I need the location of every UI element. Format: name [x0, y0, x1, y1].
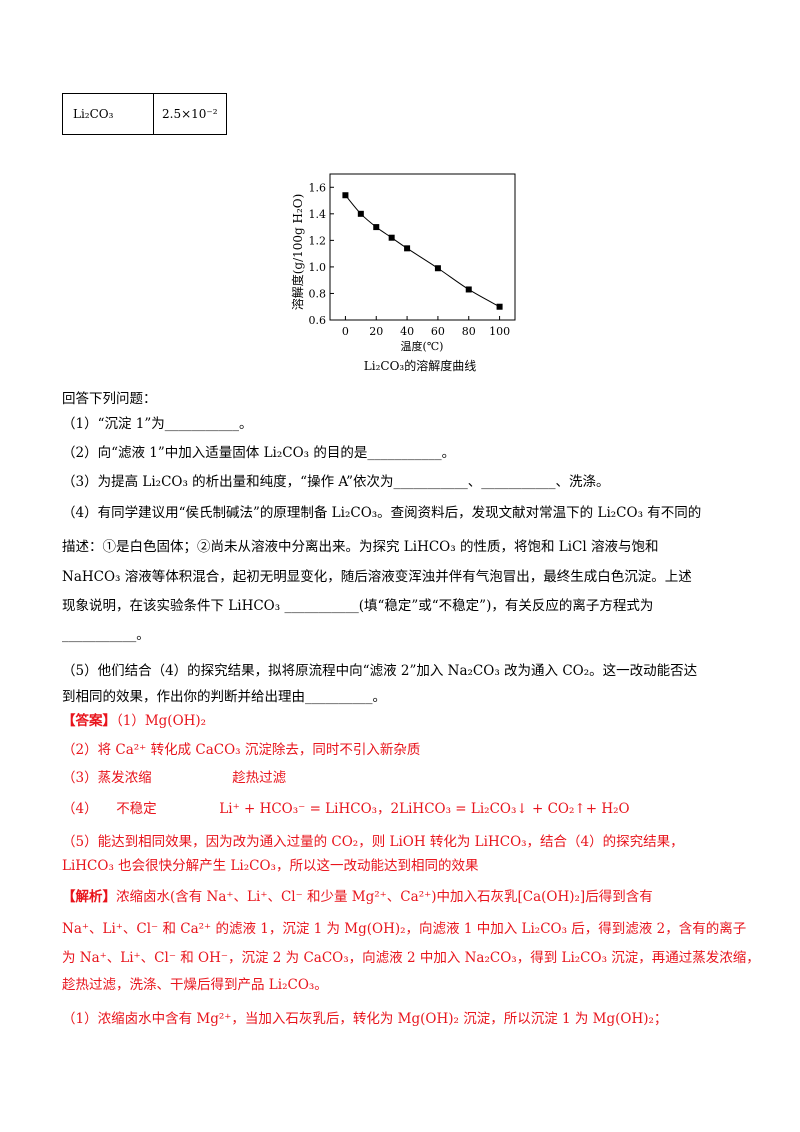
question-4-line-3: NaHCO₃ 溶液等体积混合，起初无明显变化，随后溶液变浑浊并伴有气泡冒出，最终…	[62, 569, 692, 585]
chart-caption: Li₂CO₃的溶解度曲线	[364, 358, 476, 373]
x-tick-label: 100	[489, 325, 510, 338]
x-tick-label: 0	[342, 325, 349, 338]
answer-2: （2）将 Ca²⁺ 转化成 CaCO₃ 沉淀除去，同时不引入新杂质	[62, 742, 421, 758]
question-4-line-1: （4）有同学建议用“侯氏制碱法”的原理制备 Li₂CO₃。查阅资料后，发现文献对…	[62, 505, 702, 521]
data-point	[357, 210, 364, 217]
analysis-line-3: 为 Na⁺、Li⁺、Cl⁻ 和 OH⁻，沉淀 2 为 CaCO₃，向滤液 2 中…	[62, 950, 760, 966]
curve	[345, 194, 500, 308]
answer-3: （3）蒸发浓缩 趁热过滤	[62, 767, 286, 789]
y-tick-label: 0.8	[309, 287, 327, 300]
analysis-line-5: （1）浓缩卤水中含有 Mg²⁺，当加入石灰乳后，转化为 Mg(OH)₂ 沉淀，所…	[62, 1011, 668, 1027]
question-4-line-5: ___________。	[62, 627, 150, 643]
data-point	[373, 224, 380, 231]
answer-4-stability: 不稳定	[116, 801, 157, 817]
y-tick-label: 1.0	[309, 261, 327, 274]
question-intro: 回答下列问题：	[62, 391, 157, 407]
data-point	[496, 303, 503, 310]
question-3: （3）为提高 Li₂CO₃ 的析出量和纯度，“操作 A”依次为_________…	[62, 474, 610, 490]
question-4-line-4: 现象说明，在该实验条件下 LiHCO₃ ___________(填“稳定”或“不…	[62, 598, 654, 614]
question-2: （2）向“滤液 1”中加入适量固体 Li₂CO₃ 的目的是___________…	[62, 445, 456, 461]
x-tick-label: 20	[369, 325, 383, 338]
question-1: （1）“沉淀 1”为___________。	[62, 416, 253, 432]
answer-5-line-2: LiHCO₃ 也会很快分解产生 Li₂CO₃，所以这一改动能达到相同的效果	[62, 858, 479, 874]
question-5-line-2: 到相同的效果，作出你的判断并给出理由__________。	[62, 689, 386, 705]
y-tick-label: 1.4	[309, 208, 327, 221]
value-cell: 2.5×10⁻²	[153, 93, 227, 135]
plot-border	[329, 173, 516, 321]
analysis-line-1: 【解析】浓缩卤水(含有 Na⁺、Li⁺、Cl⁻ 和少量 Mg²⁺、Ca²⁺)中加…	[62, 886, 653, 908]
analysis-label: 【解析】	[62, 889, 116, 905]
x-tick-label: 80	[462, 325, 476, 338]
x-axis-label: 温度(℃)	[401, 339, 444, 353]
answer-4-equation: Li⁺ + HCO₃⁻ = LiHCO₃，2LiHCO₃ = Li₂CO₃↓ +…	[219, 801, 630, 817]
answer-5-line-1: （5）能达到相同效果，因为改为通入过量的 CO₂，则 LiOH 转化为 LiHC…	[62, 834, 684, 850]
answer-label: 【答案】	[62, 713, 116, 729]
series-line	[342, 192, 503, 310]
data-point	[404, 245, 411, 252]
answer-4-label: （4）	[62, 801, 98, 817]
y-tick-label: 1.6	[309, 181, 327, 194]
question-5-line-1: （5）他们结合（4）的探究结果，拟将原流程中向“滤液 2”加入 Na₂CO₃ 改…	[62, 663, 698, 679]
question-4-line-2: 描述：①是白色固体；②尚未从溶液中分离出来。为探究 LiHCO₃ 的性质，将饱和…	[62, 539, 659, 555]
data-point	[388, 234, 395, 241]
data-point	[465, 286, 472, 293]
analysis-line-4: 趁热过滤，洗涤、干燥后得到产品 Li₂CO₃。	[62, 977, 328, 993]
y-tick-label: 1.2	[309, 234, 327, 247]
compound-cell: Li₂CO₃	[62, 93, 154, 135]
analysis-line-1-text: 浓缩卤水(含有 Na⁺、Li⁺、Cl⁻ 和少量 Mg²⁺、Ca²⁺)中加入石灰乳…	[116, 889, 653, 905]
data-point	[434, 265, 441, 272]
table-row: Li₂CO₃ 2.5×10⁻²	[62, 93, 227, 135]
answer-4: （4） 不稳定 Li⁺ + HCO₃⁻ = LiHCO₃，2LiHCO₃ = L…	[62, 798, 630, 820]
answer-3a: （3）蒸发浓缩	[62, 770, 152, 786]
analysis-line-2: Na⁺、Li⁺、Cl⁻ 和 Ca²⁺ 的滤液 1，沉淀 1 为 Mg(OH)₂，…	[62, 921, 747, 937]
x-tick-label: 40	[400, 325, 414, 338]
plot-frame	[329, 173, 516, 321]
axis-ticks: 0 20 40 60 80 100 0.6 0.8 1.0 1.2 1.4 1.6	[309, 181, 511, 338]
y-axis-label: 溶解度(g/100g H₂O)	[290, 194, 305, 311]
data-point	[342, 192, 349, 199]
answer-1: 【答案】（1）Mg(OH)₂	[62, 710, 206, 732]
ksp-table: Li₂CO₃ 2.5×10⁻²	[62, 93, 227, 135]
x-tick-label: 60	[431, 325, 445, 338]
answer-1-text: （1）Mg(OH)₂	[116, 713, 207, 729]
answer-3b: 趁热过滤	[232, 770, 287, 786]
solubility-chart: 0 20 40 60 80 100 0.6 0.8 1.0 1.2 1.4 1.6 溶解度(g/100…	[290, 173, 516, 373]
y-tick-label: 0.6	[309, 314, 327, 327]
